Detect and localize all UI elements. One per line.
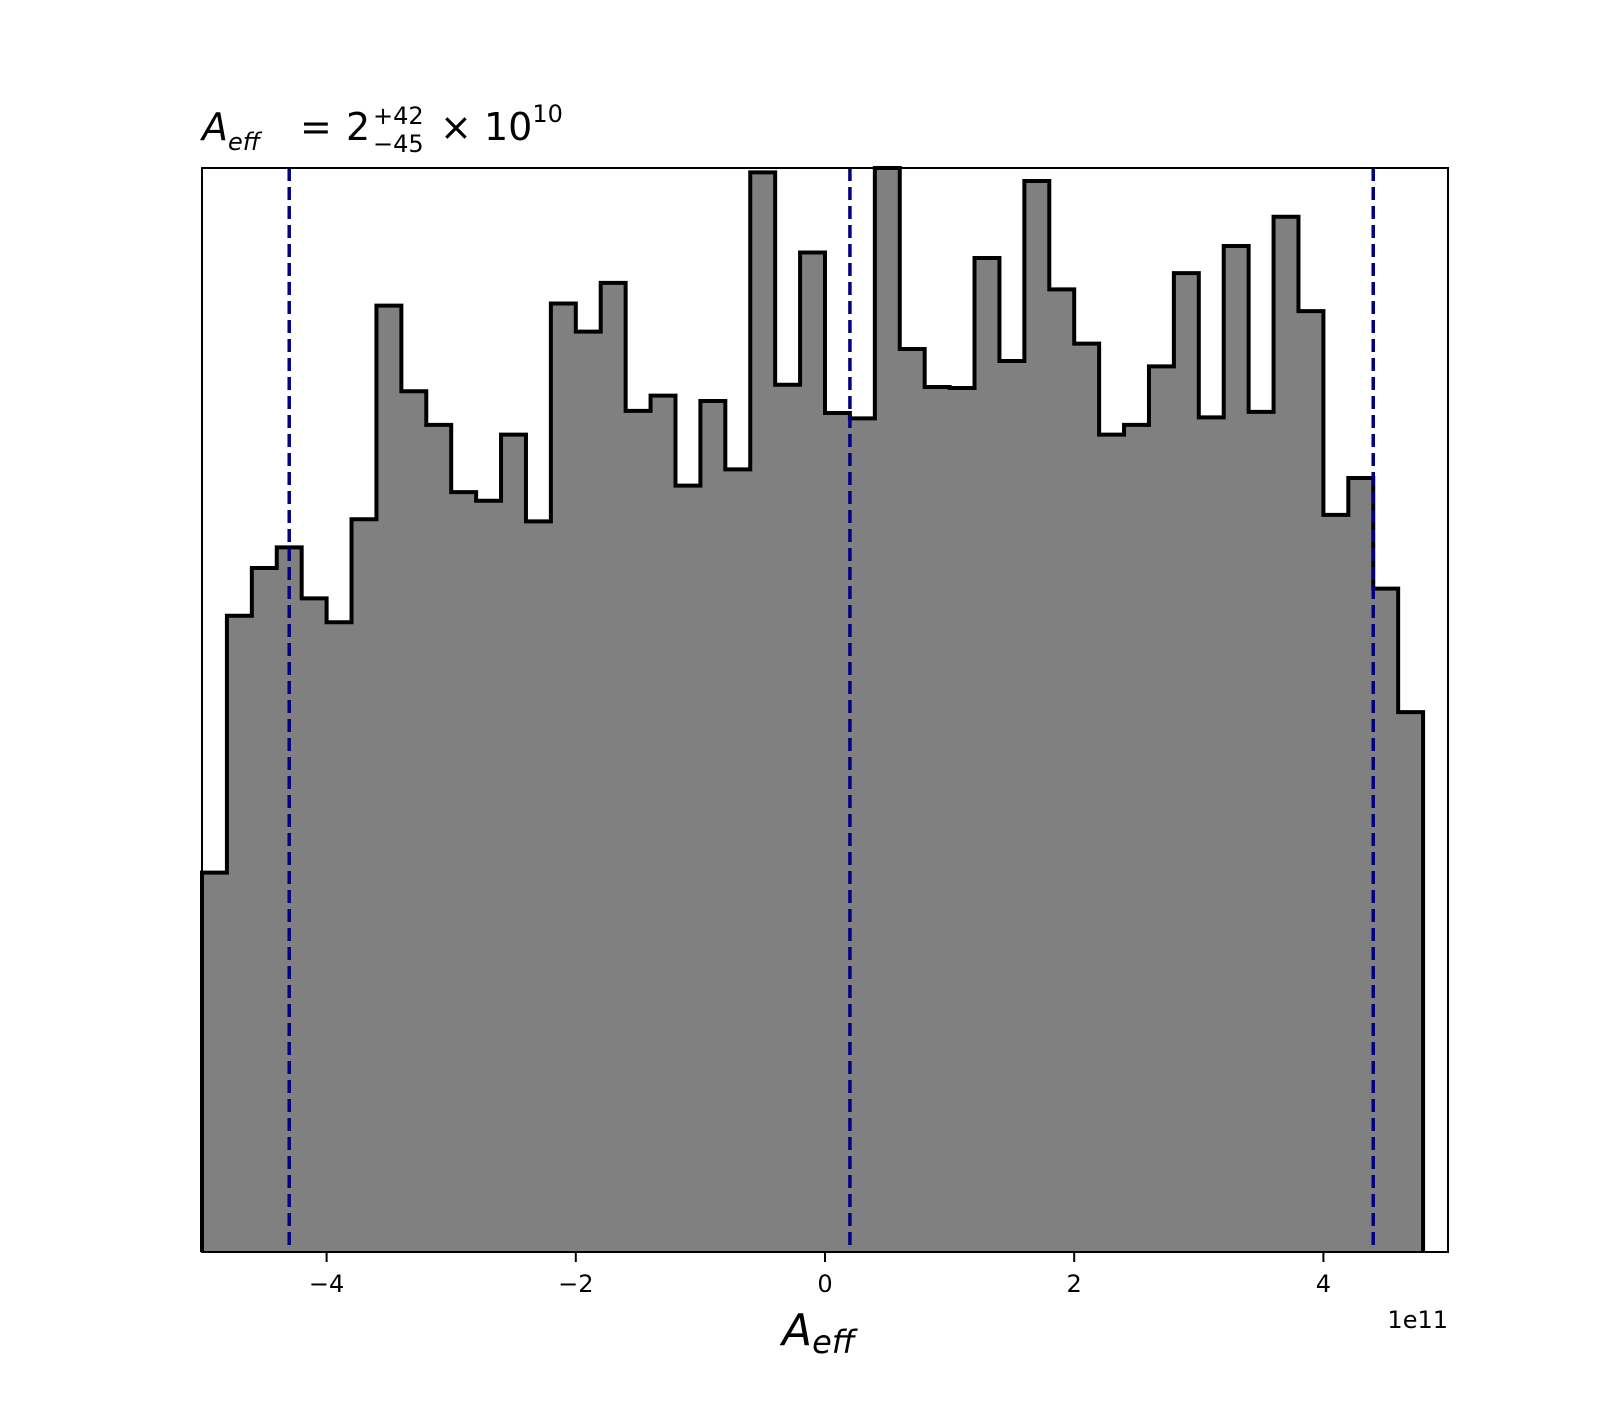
histogram-bin (202, 872, 228, 1252)
histogram-bin (1373, 588, 1399, 1252)
histogram-bin (501, 434, 527, 1252)
histogram-bin (949, 388, 976, 1252)
histogram-bin (974, 257, 1001, 1253)
chart-title: Aeff = 2 +42 −45 × 1010 (199, 100, 563, 158)
title-times: × (440, 105, 472, 149)
x-axis-offset-label: 1e11 (1387, 1306, 1448, 1334)
histogram-bin (525, 521, 552, 1252)
x-tick-label: 0 (817, 1270, 832, 1298)
histogram-bin (426, 424, 452, 1252)
histogram-bin (999, 360, 1025, 1252)
histogram-bin (1223, 246, 1250, 1253)
histogram-bin (675, 485, 701, 1252)
histogram-bin (849, 418, 876, 1252)
histogram-bin (401, 391, 427, 1252)
histogram-bin (924, 386, 951, 1253)
histogram-bin (1273, 216, 1300, 1252)
histogram-bin (775, 384, 801, 1252)
histogram-bin (376, 305, 402, 1252)
histogram-bin (899, 349, 926, 1252)
title-equals: = (300, 105, 332, 149)
histogram-bin (251, 568, 278, 1252)
histogram-bin (451, 492, 477, 1252)
histogram-bin (725, 469, 751, 1253)
xlabel-sub: eff (812, 1323, 859, 1361)
title-lower-error: −45 (373, 130, 424, 158)
title-upper-error: +42 (373, 102, 424, 130)
histogram-bin (600, 282, 627, 1252)
histogram-bin (1024, 181, 1050, 1252)
histogram-bin (1099, 434, 1125, 1252)
title-symbol-sub: eff (228, 128, 263, 156)
histogram-bin (1398, 712, 1424, 1252)
x-tick-label: 2 (1067, 1270, 1082, 1298)
histogram-bin (326, 622, 353, 1252)
histogram-bin (1049, 289, 1075, 1252)
histogram-bin (1298, 311, 1324, 1253)
histogram-bin (650, 395, 677, 1252)
title-value: 2 (346, 105, 370, 149)
histogram-bin (625, 410, 652, 1252)
x-tick-label: −2 (558, 1270, 593, 1298)
x-tick-label: 4 (1316, 1270, 1331, 1298)
title-base: 10 (484, 105, 532, 149)
histogram-bin (1124, 424, 1150, 1252)
histogram-bin (874, 168, 901, 1252)
histogram-bin (226, 615, 253, 1252)
histogram-bin (301, 598, 328, 1252)
histogram-bin (800, 252, 826, 1253)
x-tick-label: −4 (309, 1270, 344, 1298)
histogram-bin (700, 401, 726, 1252)
histogram-bin (825, 412, 851, 1253)
histogram-bin (1323, 514, 1349, 1252)
histogram-bin (1148, 366, 1175, 1252)
plot-area (200, 166, 1449, 1253)
histogram-bin (550, 303, 577, 1252)
x-axis: −4 −2 0 2 4 (309, 1252, 1331, 1298)
histogram-bin (476, 500, 502, 1252)
title-symbol-main: A (199, 105, 228, 149)
histogram-outline (200, 166, 1426, 1252)
x-axis-label: Aeff (779, 1305, 859, 1361)
histogram-bin (1173, 273, 1200, 1252)
histogram-bin (750, 172, 776, 1253)
histogram-bin (1074, 343, 1100, 1252)
histogram-bin (1348, 478, 1374, 1252)
histogram-bin (351, 519, 378, 1252)
xlabel-main: A (779, 1305, 812, 1356)
histogram-bin (1198, 417, 1225, 1252)
histogram-bin (1248, 411, 1275, 1252)
histogram-bin (575, 331, 602, 1252)
title-exponent: 10 (532, 100, 563, 128)
